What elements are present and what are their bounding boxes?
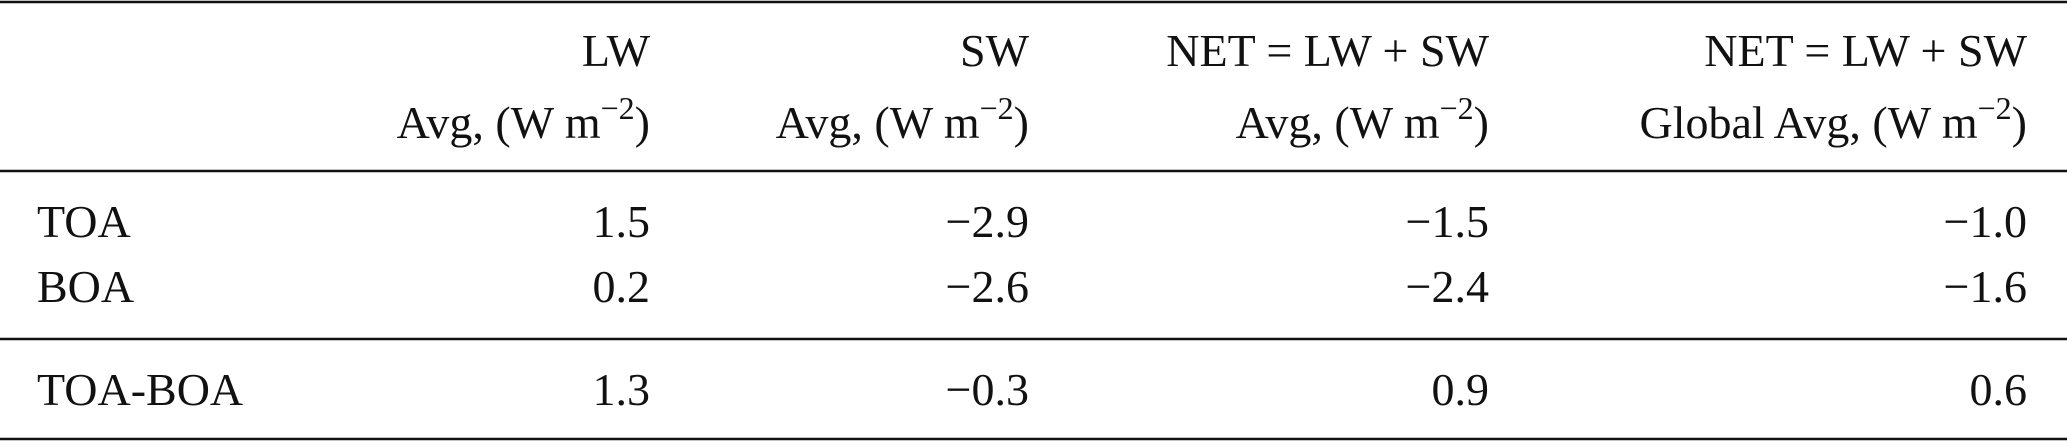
unit-text: ) bbox=[1014, 97, 1029, 148]
column-name: NET = LW + SW bbox=[1166, 25, 1489, 76]
cell-value: 0.6 bbox=[1970, 364, 2028, 415]
unit-text: Global Avg, (W m bbox=[1639, 97, 1977, 148]
cell-value: 1.3 bbox=[593, 364, 651, 415]
column-name: LW bbox=[582, 25, 651, 76]
column-unit: Avg, (W m−2) bbox=[776, 90, 1029, 148]
unit-exponent: −2 bbox=[601, 90, 635, 126]
row-label: TOA-BOA bbox=[37, 364, 243, 415]
column-unit: Global Avg, (W m−2) bbox=[1639, 90, 2027, 148]
cell-value: −1.5 bbox=[1406, 196, 1489, 247]
cell-value: −2.9 bbox=[946, 196, 1029, 247]
unit-exponent: −2 bbox=[980, 90, 1014, 126]
cell-value: −0.3 bbox=[946, 364, 1029, 415]
cell-value: −2.6 bbox=[946, 261, 1029, 312]
column-name: SW bbox=[960, 25, 1030, 76]
cell-value: −1.0 bbox=[1944, 196, 2027, 247]
column-unit: Avg, (W m−2) bbox=[397, 90, 650, 148]
cell-value: 0.9 bbox=[1432, 364, 1490, 415]
cell-value: 0.2 bbox=[593, 261, 651, 312]
column-unit: Avg, (W m−2) bbox=[1236, 90, 1489, 148]
unit-text: Avg, (W m bbox=[397, 97, 601, 148]
row-label: TOA bbox=[37, 196, 131, 247]
column-name: NET = LW + SW bbox=[1704, 25, 2027, 76]
unit-text: ) bbox=[1474, 97, 1489, 148]
cell-value: −2.4 bbox=[1406, 261, 1489, 312]
row-label: BOA bbox=[37, 261, 134, 312]
cell-value: 1.5 bbox=[593, 196, 651, 247]
cell-value: −1.6 bbox=[1944, 261, 2027, 312]
unit-exponent: −2 bbox=[1440, 90, 1474, 126]
unit-text: Avg, (W m bbox=[776, 97, 980, 148]
unit-text: ) bbox=[2012, 97, 2027, 148]
unit-text: Avg, (W m bbox=[1236, 97, 1440, 148]
unit-text: ) bbox=[635, 97, 650, 148]
unit-exponent: −2 bbox=[1978, 90, 2012, 126]
